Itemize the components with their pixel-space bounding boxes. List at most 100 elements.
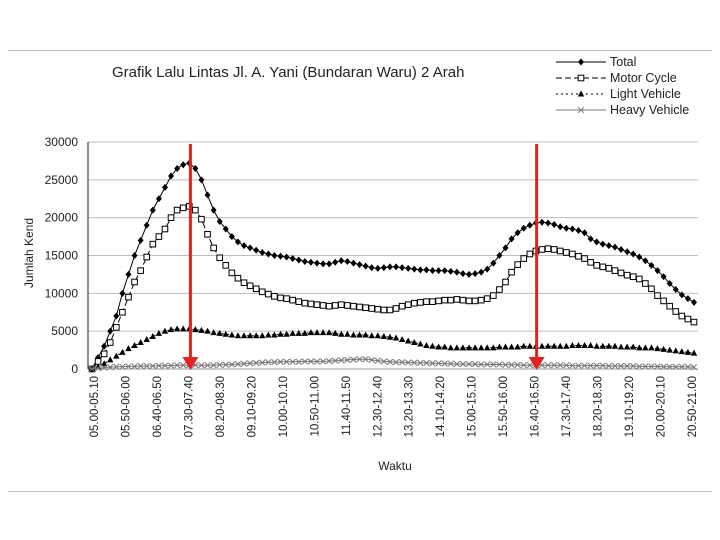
data-point xyxy=(581,362,588,369)
data-point xyxy=(429,267,436,275)
data-point xyxy=(234,238,241,246)
data-point xyxy=(313,259,320,267)
data-point xyxy=(581,342,588,349)
data-point xyxy=(508,268,515,276)
data-point xyxy=(265,290,272,298)
data-point xyxy=(624,248,631,256)
x-tick-label: 15.00-15.10 xyxy=(467,376,479,437)
data-point xyxy=(113,324,120,331)
data-point xyxy=(143,253,151,261)
data-point xyxy=(173,206,181,214)
data-point xyxy=(119,363,126,370)
data-point xyxy=(441,360,448,367)
data-point xyxy=(161,225,169,233)
x-tick-label: 16.40-16.50 xyxy=(530,376,542,437)
x-tick-label: 11.40-11.50 xyxy=(341,376,353,436)
data-point xyxy=(405,337,412,344)
data-point xyxy=(441,296,448,304)
data-point xyxy=(398,302,406,310)
data-point xyxy=(198,215,205,223)
data-point xyxy=(447,344,454,351)
data-point xyxy=(636,363,643,370)
data-point xyxy=(593,262,601,269)
data-point xyxy=(246,332,254,339)
series-light-vehicle xyxy=(88,325,698,372)
data-point xyxy=(253,246,260,254)
data-point xyxy=(526,221,533,229)
data-point xyxy=(678,363,685,370)
data-point xyxy=(459,344,467,351)
data-point xyxy=(137,267,144,274)
data-point xyxy=(453,344,461,351)
data-point xyxy=(599,263,607,271)
data-point xyxy=(350,356,357,363)
data-point xyxy=(459,360,467,368)
data-point xyxy=(277,330,284,337)
data-point xyxy=(484,265,491,273)
data-point xyxy=(629,343,637,350)
data-point xyxy=(392,305,400,312)
data-point xyxy=(648,285,655,293)
data-point xyxy=(556,247,564,255)
data-point xyxy=(222,225,229,233)
data-point xyxy=(386,263,393,271)
data-point xyxy=(362,356,369,363)
legend: Total Motor Cycle Light Vehicle Heavy Vehic… xyxy=(556,55,689,117)
data-point xyxy=(107,327,114,335)
data-point xyxy=(435,297,442,305)
data-point xyxy=(465,360,473,368)
data-point xyxy=(478,268,485,276)
data-point xyxy=(204,191,211,199)
data-point xyxy=(119,308,126,316)
data-point xyxy=(344,330,351,337)
data-point xyxy=(490,361,497,368)
x-tick-label: 17.30-17.40 xyxy=(561,376,573,437)
data-point xyxy=(642,363,649,370)
x-tick-label: 09.10-09.20 xyxy=(246,376,258,437)
y-tick-label: 15000 xyxy=(45,249,79,263)
data-point xyxy=(578,58,584,66)
x-tick-label: 18.20-18.30 xyxy=(593,376,605,437)
data-point xyxy=(210,244,217,252)
data-point xyxy=(599,342,606,349)
data-point xyxy=(149,240,157,248)
data-point xyxy=(325,357,333,365)
data-point xyxy=(253,359,260,367)
x-tick-label: 08.20-08.30 xyxy=(215,376,227,437)
data-point xyxy=(222,330,229,337)
y-tick-labels: 0 5000 10000 15000 20000 25000 30000 xyxy=(45,135,79,376)
data-point xyxy=(605,342,613,349)
data-point xyxy=(180,362,187,369)
data-point xyxy=(605,242,612,250)
data-point xyxy=(265,250,272,258)
data-point xyxy=(672,347,679,354)
data-point xyxy=(289,255,296,263)
legend-label: Heavy Vehicle xyxy=(610,103,689,117)
data-point xyxy=(545,219,552,227)
data-point xyxy=(417,340,424,347)
series-total xyxy=(89,159,697,373)
data-point xyxy=(222,361,229,368)
data-point xyxy=(569,250,576,258)
data-point xyxy=(411,339,418,346)
data-point xyxy=(259,359,266,366)
data-point xyxy=(642,344,649,351)
data-point xyxy=(307,258,314,266)
data-point xyxy=(234,332,242,339)
data-point xyxy=(228,269,236,277)
data-point xyxy=(563,342,570,349)
data-point xyxy=(684,315,692,323)
data-point xyxy=(472,270,479,278)
data-point xyxy=(672,286,679,294)
data-point xyxy=(119,348,126,355)
data-point xyxy=(386,358,394,365)
y-tick-label: 20000 xyxy=(45,211,79,225)
data-point xyxy=(204,231,211,238)
legend-label: Total xyxy=(610,55,636,69)
data-point xyxy=(538,218,545,226)
data-point xyxy=(143,362,150,370)
data-point xyxy=(484,361,491,368)
data-point xyxy=(149,362,156,370)
data-point xyxy=(228,233,235,241)
data-point xyxy=(423,342,430,349)
